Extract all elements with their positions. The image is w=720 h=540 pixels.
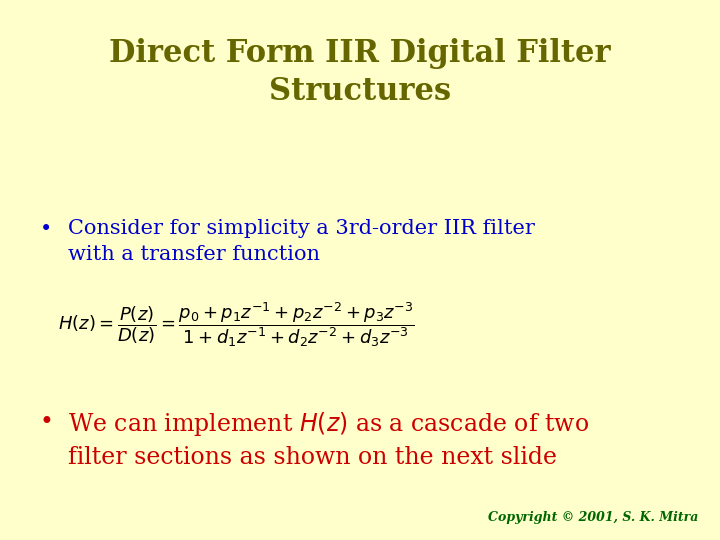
Text: •: • <box>40 219 52 239</box>
Text: Copyright © 2001, S. K. Mitra: Copyright © 2001, S. K. Mitra <box>488 511 698 524</box>
Text: Direct Form IIR Digital Filter
Structures: Direct Form IIR Digital Filter Structure… <box>109 38 611 107</box>
Text: $H(z) = \dfrac{P(z)}{D(z)} = \dfrac{p_0 + p_1 z^{-1} + p_2 z^{-2} + p_3 z^{-3}}{: $H(z) = \dfrac{P(z)}{D(z)} = \dfrac{p_0 … <box>58 300 415 348</box>
Text: •: • <box>40 410 53 434</box>
Text: Consider for simplicity a 3rd-order IIR filter
with a transfer function: Consider for simplicity a 3rd-order IIR … <box>68 219 535 264</box>
Text: We can implement $H(z)$ as a cascade of two
filter sections as shown on the next: We can implement $H(z)$ as a cascade of … <box>68 410 590 469</box>
